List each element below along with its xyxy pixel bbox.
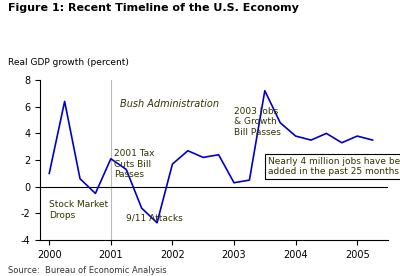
Text: 2001 Tax
Cuts Bill
Passes: 2001 Tax Cuts Bill Passes — [114, 149, 154, 179]
Text: 9/11 Attacks: 9/11 Attacks — [126, 213, 183, 222]
Text: Real GDP growth (percent): Real GDP growth (percent) — [8, 58, 129, 67]
Text: 2003 Jobs
& Growth
Bill Passes: 2003 Jobs & Growth Bill Passes — [234, 107, 281, 137]
Text: Figure 1: Recent Timeline of the U.S. Economy: Figure 1: Recent Timeline of the U.S. Ec… — [8, 3, 299, 13]
Text: Source:  Bureau of Economic Analysis: Source: Bureau of Economic Analysis — [8, 266, 167, 275]
Text: Stock Market
Drops: Stock Market Drops — [49, 200, 108, 219]
Text: Nearly 4 million jobs have been
added in the past 25 months.: Nearly 4 million jobs have been added in… — [268, 157, 400, 176]
Text: Bush Administration: Bush Administration — [120, 99, 219, 109]
